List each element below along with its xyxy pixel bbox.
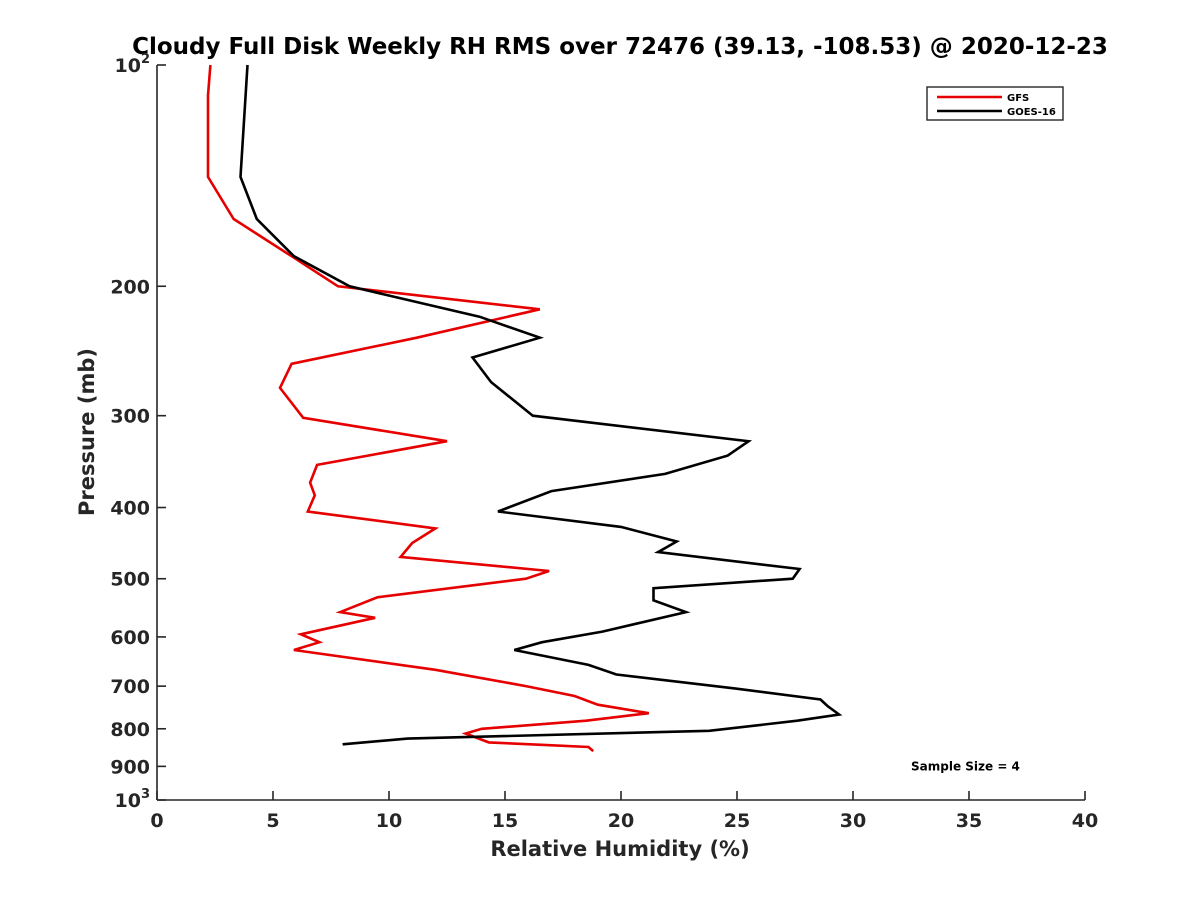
y-tick-label: 700: [110, 676, 150, 698]
y-tick-label: 200: [110, 276, 150, 298]
axes-layer: 0 5 10 15 20 25 30 35 40 102 200 300 400 500 600 700 800…: [110, 52, 1098, 832]
legend: GFS GOES-16: [926, 86, 1064, 121]
chart-title: Cloudy Full Disk Weekly RH RMS over 7247…: [132, 34, 1108, 60]
y-tick-label: 800: [110, 719, 150, 741]
series-line-goes-16: [239, 64, 843, 746]
legend-label-goes-16: GOES-16: [1007, 107, 1056, 118]
y-tick-label: 400: [110, 498, 150, 520]
x-tick-label: 0: [150, 810, 163, 832]
sample-size-annotation: Sample Size = 4: [911, 759, 1020, 773]
legend-box: [926, 86, 1064, 121]
x-tick-label: 25: [724, 810, 750, 832]
series-layer: [206, 64, 843, 753]
y-tick-label: 103: [115, 787, 151, 812]
y-tick-label: 600: [110, 627, 150, 649]
x-tick-label: 40: [1072, 810, 1098, 832]
x-tick-label: 20: [608, 810, 634, 832]
x-tick-label: 30: [840, 810, 866, 832]
y-tick-label: 500: [110, 569, 150, 591]
x-tick-label: 10: [376, 810, 402, 832]
y-tick-label: 102: [115, 52, 151, 77]
x-tick-label: 15: [492, 810, 518, 832]
x-axis-label: Relative Humidity (%): [490, 837, 749, 861]
y-axis-label: Pressure (mb): [75, 348, 99, 516]
y-tick-label: 900: [110, 756, 150, 778]
series-line-gfs: [206, 64, 650, 753]
y-tick-label: 300: [110, 406, 150, 428]
x-tick-label: 35: [956, 810, 982, 832]
x-tick-label: 5: [266, 810, 279, 832]
legend-label-gfs: GFS: [1007, 93, 1029, 104]
